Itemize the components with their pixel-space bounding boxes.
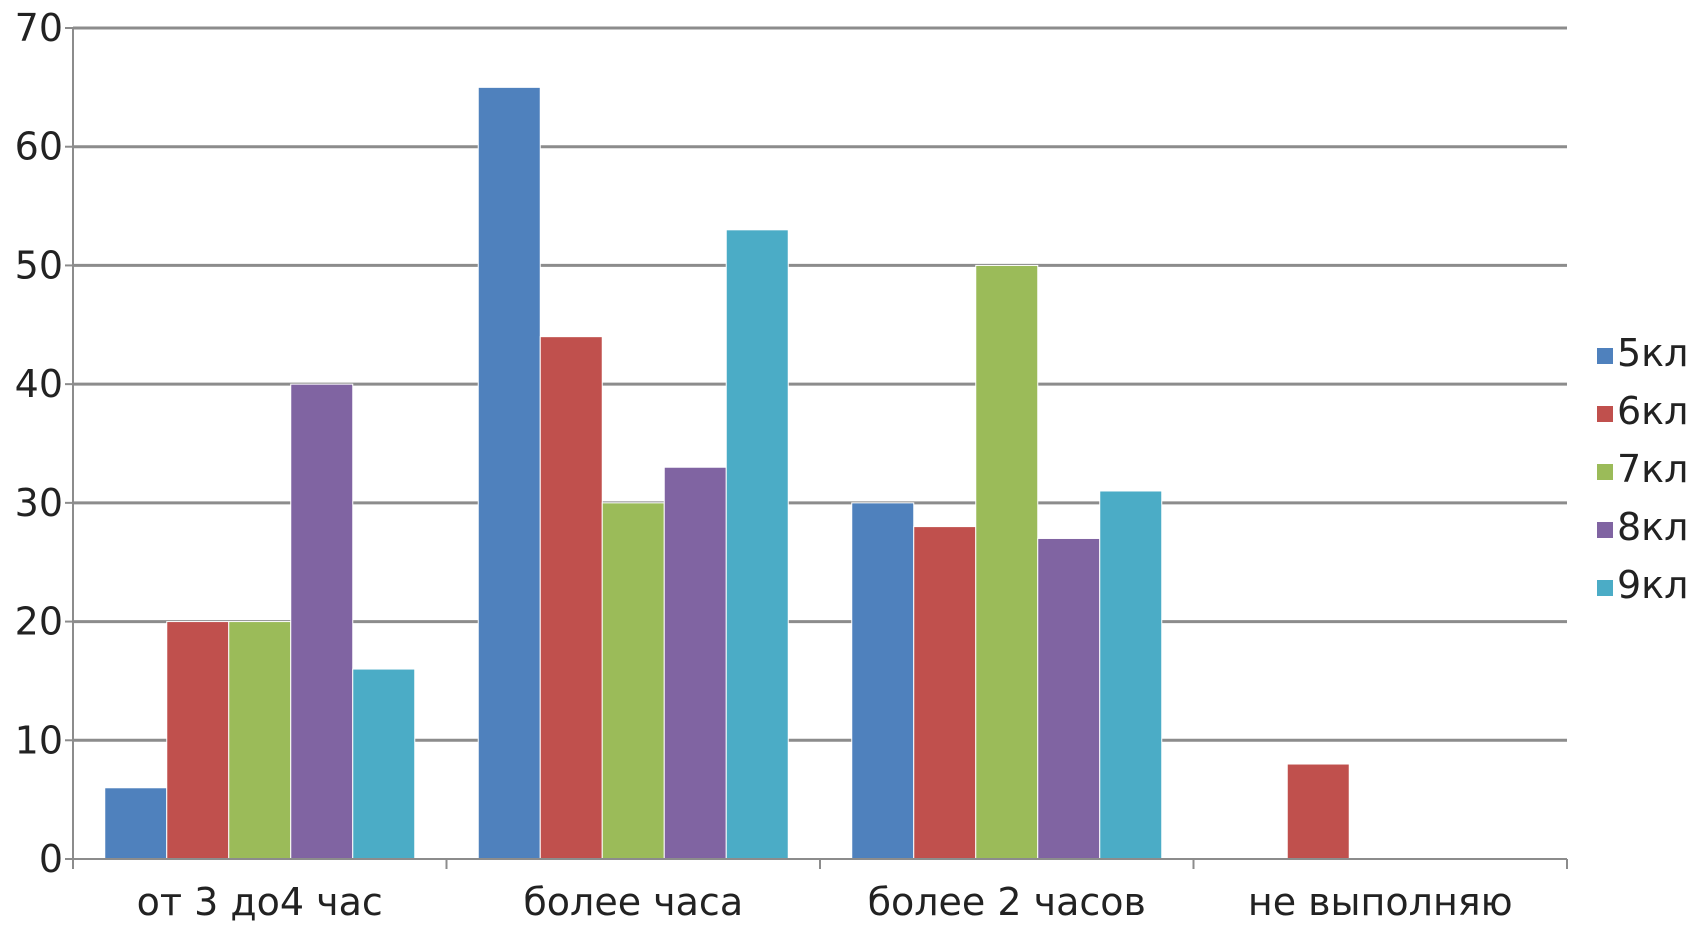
- bar-9кл: [725, 229, 789, 860]
- legend-swatch: [1597, 464, 1613, 480]
- y-tick-label: 70: [15, 6, 63, 50]
- bar-5кл: [104, 787, 168, 860]
- bar-8кл: [290, 383, 354, 860]
- bar-7кл: [975, 264, 1039, 860]
- y-tick-label: 50: [15, 243, 63, 287]
- y-tick-label: 60: [15, 125, 63, 169]
- y-tick-label: 20: [15, 600, 63, 644]
- bar-8кл: [1037, 537, 1101, 860]
- y-tick-label: 0: [39, 837, 63, 881]
- bar-9кл: [352, 668, 416, 860]
- axis-labels: 0 10 20 30 40 50 60 70 от 3 до4 час более часа бол…: [15, 6, 1513, 924]
- bar-8кл: [663, 466, 727, 860]
- legend-swatch: [1597, 580, 1613, 596]
- x-category-label: от 3 до4 час: [137, 880, 383, 924]
- legend: 5кл 6кл 7кл 8кл 9кл: [1597, 331, 1688, 607]
- legend-swatch: [1597, 406, 1613, 422]
- x-category-label: не выполняю: [1248, 880, 1513, 924]
- y-tick-label: 10: [15, 718, 63, 762]
- x-category-label: более 2 часов: [868, 880, 1146, 924]
- bar-6кл: [1286, 763, 1350, 860]
- bars: [104, 86, 1350, 860]
- bar-7кл: [601, 502, 665, 860]
- bar-7кл: [228, 621, 292, 860]
- legend-swatch: [1597, 348, 1613, 364]
- bar-6кл: [166, 621, 230, 860]
- axes: [65, 27, 1568, 869]
- y-tick-label: 30: [15, 481, 63, 525]
- legend-label: 8кл: [1617, 505, 1688, 549]
- legend-label: 7кл: [1617, 447, 1688, 491]
- legend-label: 9кл: [1617, 563, 1688, 607]
- bar-9кл: [1099, 490, 1163, 860]
- x-category-label: более часа: [523, 880, 743, 924]
- legend-label: 5кл: [1617, 331, 1688, 375]
- bar-5кл: [477, 86, 541, 860]
- legend-swatch: [1597, 522, 1613, 538]
- legend-label: 6кл: [1617, 389, 1688, 433]
- bar-6кл: [539, 336, 603, 860]
- bar-6кл: [913, 526, 977, 860]
- bar-5кл: [851, 502, 915, 860]
- y-tick-label: 40: [15, 362, 63, 406]
